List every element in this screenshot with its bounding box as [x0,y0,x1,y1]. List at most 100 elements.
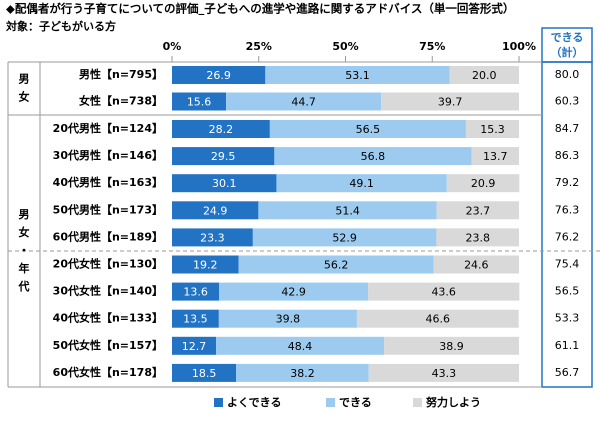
bar-segment [446,174,520,193]
legend-swatch [326,398,335,407]
data-label: 48.4 [288,340,313,353]
bar-segment [436,228,519,247]
category-label: 40代男性【n=163】 [53,175,163,189]
group-label: 男 [19,73,30,86]
group-label: 代 [18,279,30,293]
data-label: 46.6 [426,313,451,326]
data-label: 56.2 [324,259,349,272]
data-label: 29.5 [211,150,236,163]
bar-segment [269,120,466,138]
total-value: 76.2 [555,230,580,243]
category-label: 60代女性【n=178】 [53,365,163,379]
data-label: 23.3 [200,231,225,244]
chart-subtitle: 対象：子どもがいる方 [5,19,116,33]
bar-segment [356,309,519,328]
x-tick-label: 100% [502,40,536,53]
data-label: 39.7 [438,96,463,109]
category-label: 60代男性【n=189】 [53,229,163,243]
data-label: 13.6 [183,286,208,299]
data-label: 20.0 [472,69,497,82]
bar-segment [368,282,520,301]
total-value: 86.3 [555,149,580,162]
bar-segment [216,336,385,355]
total-header: （計） [551,45,584,59]
bar-segment [172,92,227,111]
category-label: 30代女性【n=140】 [53,284,163,298]
x-tick-label: 50% [332,40,358,53]
category-label: 40代女性【n=133】 [53,311,163,325]
bar-segment [226,92,382,111]
bar-segment [433,255,519,274]
data-label: 56.8 [361,150,386,163]
bar-segment [172,201,259,220]
total-header: できる [551,31,584,44]
bar-segment [172,66,266,84]
category-label: 30代男性【n=146】 [53,148,163,162]
total-value: 56.5 [555,285,580,298]
bar-segment [236,363,369,382]
data-label: 12.7 [182,340,207,353]
legend-label: できる [339,396,372,409]
data-label: 13.7 [483,150,508,163]
legend-label: 努力しよう [426,395,481,409]
category-label: 女性【n=738】 [79,94,163,108]
data-label: 38.2 [290,367,315,380]
total-value: 76.3 [555,203,580,216]
data-label: 43.3 [432,367,457,380]
data-label: 13.5 [183,313,208,326]
total-value: 75.4 [555,258,580,271]
bar-segment [172,363,237,382]
bar-segment [436,201,519,220]
bar-segment [172,120,270,138]
group-label: 年 [19,261,30,275]
data-label: 52.9 [332,231,357,244]
data-label: 24.6 [464,259,489,272]
data-label: 51.4 [335,204,360,217]
x-tick-label: 25% [246,40,272,53]
data-label: 30.1 [212,177,237,190]
data-label: 44.7 [291,96,316,109]
bar-segment [471,147,519,166]
legend-label: よくできる [227,396,281,409]
x-tick-label: 0% [163,40,182,53]
bar-segment [172,255,239,274]
data-label: 20.9 [471,177,496,190]
category-label: 20代女性【n=130】 [53,257,163,271]
bar-segment [172,309,219,328]
total-value: 53.3 [555,312,580,325]
total-value: 80.0 [555,68,580,81]
bar-segment [384,336,519,355]
category-label: 50代男性【n=173】 [53,202,163,216]
bar-segment [252,228,437,247]
bar-segment [218,309,357,328]
data-label: 42.9 [281,286,306,299]
data-label: 56.5 [356,123,381,136]
category-label: 男性【n=795】 [79,67,163,81]
data-label: 18.5 [192,367,217,380]
data-label: 19.2 [193,259,218,272]
bar-segment [368,363,519,382]
legend-swatch [413,398,422,407]
bar-segment [172,147,275,166]
bar-segment [265,66,450,84]
bar-segment [465,120,519,138]
total-value: 61.1 [555,339,580,352]
bar-segment [276,174,447,193]
bar-segment [238,255,434,274]
data-label: 23.8 [465,231,490,244]
data-label: 24.9 [203,204,228,217]
data-label: 28.2 [209,123,234,136]
bar-segment [449,66,519,84]
data-label: 39.8 [276,313,301,326]
group-label: ・ [19,244,30,257]
total-value: 60.3 [555,95,580,108]
data-label: 26.9 [206,69,231,82]
bar-segment [258,201,437,220]
category-label: 50代女性【n=157】 [53,338,163,352]
bar-segment [172,174,277,193]
category-label: 20代男性【n=124】 [53,121,163,135]
bar-segment [381,92,519,111]
chart-title: ◆配偶者が行う子育てについての評価_子どもへの進学や進路に関するアドバイス（単一… [6,2,514,17]
bar-segment [172,228,253,247]
